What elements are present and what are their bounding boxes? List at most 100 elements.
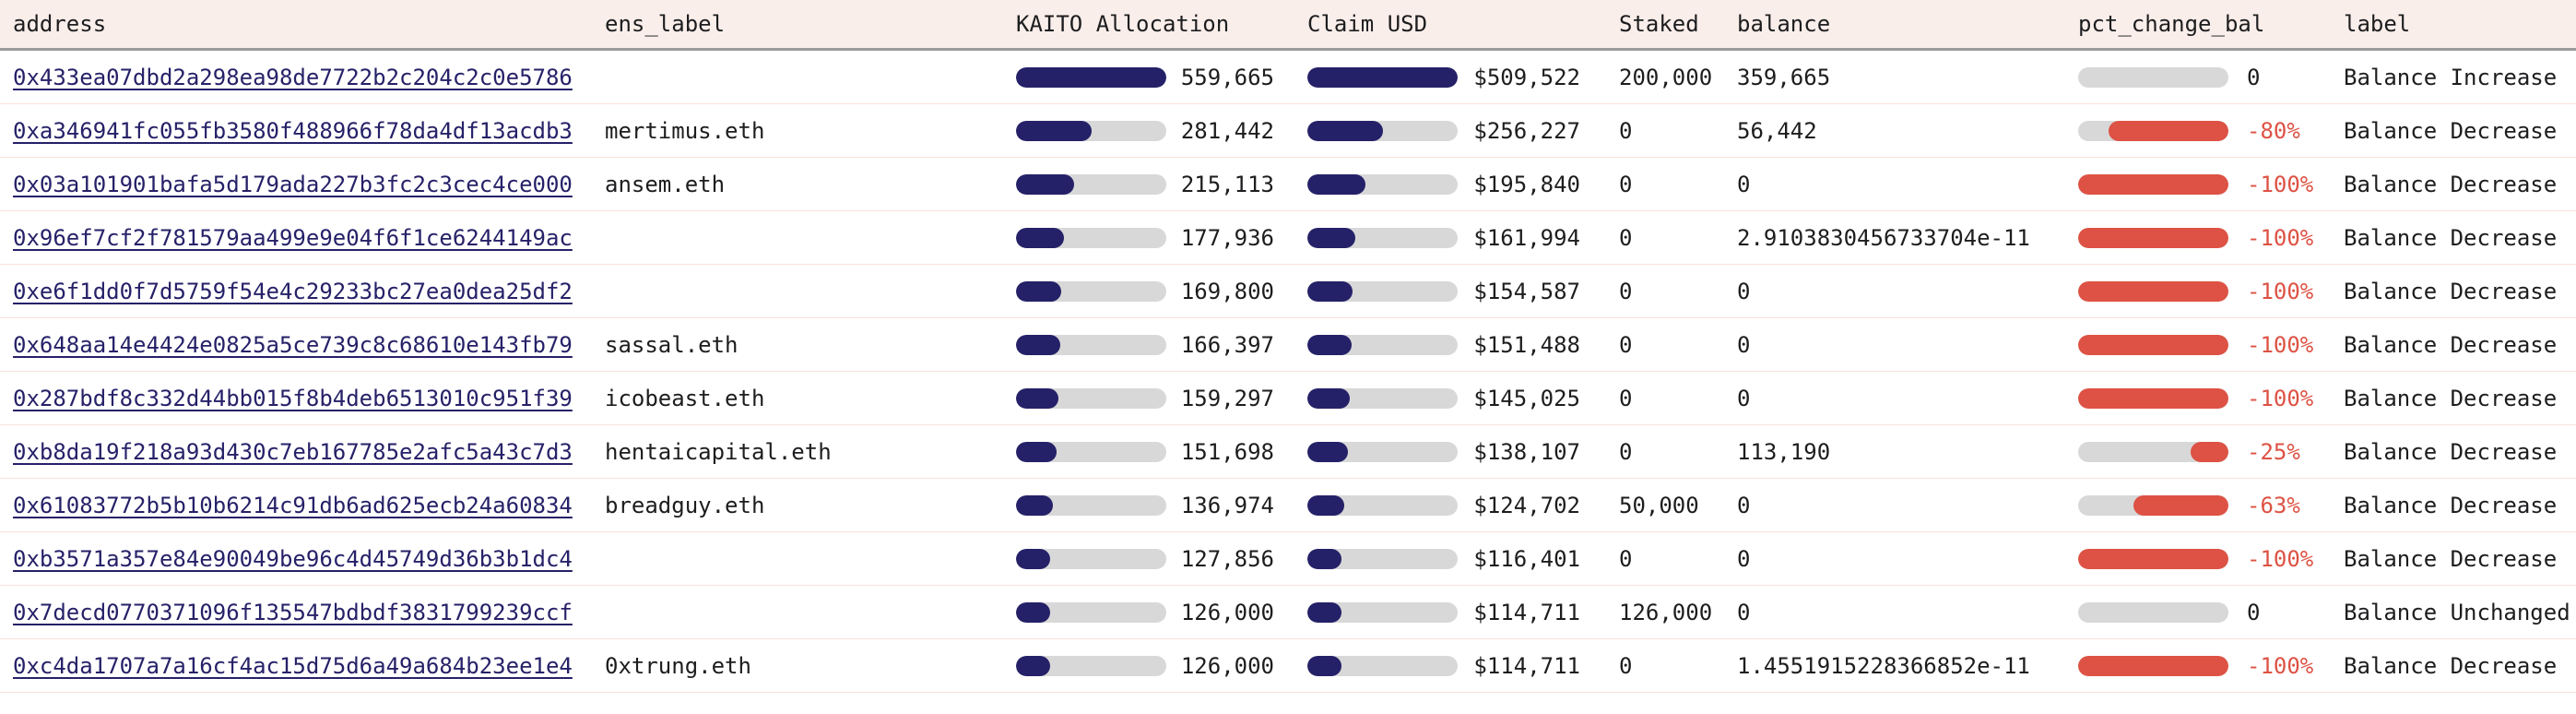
pct-change-value: -100% [2247,652,2314,679]
claim-usd-bar-fill [1307,601,1341,623]
claim-usd-cell: $116,401 [1294,532,1606,585]
address-link[interactable]: 0x287bdf8c332d44bb015f8b4deb6513010c951f… [13,385,573,411]
claim-usd-bar-track [1307,227,1458,248]
pct-change-value: 0 [2247,599,2261,625]
table-row: 0xb3571a357e84e90049be96c4d45749d36b3b1d… [0,532,2576,586]
label-text: Balance Increase [2344,64,2558,90]
label-text: Balance Decrease [2344,438,2558,465]
pct-change-value: -100% [2247,278,2314,304]
pct-change-bar-track [2078,548,2228,569]
pct-change-bal-cell: -100% [2065,532,2331,585]
staked-value: 126,000 [1619,599,1713,625]
ens-label-cell: 0xtrung.eth [592,639,1003,692]
address-cell: 0x96ef7cf2f781579aa499e9e04f6f1ce6244149… [0,211,592,264]
pct-change-bar-track [2078,227,2228,248]
ens-label-cell [592,211,1003,264]
kaito-allocation-bar-fill [1016,173,1074,195]
balance-value: 0 [1737,278,1751,304]
kaito-allocation-cell: 215,113 [1003,158,1294,210]
claim-usd-cell: $509,522 [1294,51,1606,103]
pct-change-bar-track [2078,173,2228,195]
label-text: Balance Decrease [2344,545,2558,572]
label-text: Balance Decrease [2344,331,2558,358]
ens-label-text: 0xtrung.eth [605,652,751,679]
kaito-allocation-bar-fill [1016,334,1061,355]
ens-label-text: breadguy.eth [605,492,765,518]
claim-usd-bar-track [1307,548,1458,569]
kaito-allocation-value: 169,800 [1180,278,1274,304]
address-link[interactable]: 0xe6f1dd0f7d5759f54e4c29233bc27ea0dea25d… [13,278,573,304]
table-row: 0xc4da1707a7a16cf4ac15d75d6a49a684b23ee1… [0,639,2576,693]
kaito-allocation-value: 159,297 [1180,385,1274,411]
balance-cell: 0 [1724,158,2065,210]
table-row: 0x61083772b5b10b6214c91db6ad625ecb24a608… [0,479,2576,532]
claim-usd-bar-track [1307,173,1458,195]
staked-value: 0 [1619,331,1633,358]
ens-label-cell: mertimus.eth [592,104,1003,157]
address-link[interactable]: 0x433ea07dbd2a298ea98de7722b2c204c2c0e57… [13,64,573,90]
kaito-allocation-cell: 136,974 [1003,479,1294,531]
label-text: Balance Unchanged [2344,599,2570,625]
kaito-allocation-bar-track [1016,655,1166,676]
kaito-allocation-bar-track [1016,441,1166,462]
ens-label-text: sassal.eth [605,331,739,358]
address-cell: 0xa346941fc055fb3580f488966f78da4df13acd… [0,104,592,157]
pct-change-bal-cell: -100% [2065,639,2331,692]
kaito-allocation-bar-track [1016,120,1166,141]
claim-usd-bar-track [1307,66,1458,88]
balance-cell: 0 [1724,479,2065,531]
balance-value: 0 [1737,599,1751,625]
address-link[interactable]: 0x648aa14e4424e0825a5ce739c8c68610e143fb… [13,331,573,358]
address-link[interactable]: 0xb8da19f218a93d430c7eb167785e2afc5a43c7… [13,438,573,465]
ens-label-cell: icobeast.eth [592,372,1003,424]
address-link[interactable]: 0x96ef7cf2f781579aa499e9e04f6f1ce6244149… [13,224,573,251]
ens-label-text: icobeast.eth [605,385,765,411]
kaito-allocation-bar-track [1016,601,1166,623]
claim-usd-bar-track [1307,441,1458,462]
kaito-allocation-bar-track [1016,548,1166,569]
claim-usd-cell: $114,711 [1294,639,1606,692]
ens-label-cell [592,51,1003,103]
address-link[interactable]: 0xa346941fc055fb3580f488966f78da4df13acd… [13,117,573,144]
address-link[interactable]: 0x03a101901bafa5d179ada227b3fc2c3cec4ce0… [13,171,573,197]
address-link[interactable]: 0xb3571a357e84e90049be96c4d45749d36b3b1d… [13,545,573,572]
label-cell: Balance Decrease [2331,158,2576,210]
kaito-allocation-cell: 151,698 [1003,425,1294,478]
table-header-row: address ens_label KAITO Allocation Claim… [0,0,2576,51]
claim-usd-cell: $138,107 [1294,425,1606,478]
staked-value: 0 [1619,545,1633,572]
kaito-allocation-cell: 127,856 [1003,532,1294,585]
balance-cell: 0 [1724,532,2065,585]
kaito-allocation-value: 281,442 [1180,117,1274,144]
pct-change-bal-cell: -25% [2065,425,2331,478]
pct-change-value: -80% [2247,117,2300,144]
claim-usd-value: $114,711 [1473,652,1580,679]
kaito-allocation-value: 127,856 [1180,545,1274,572]
claim-usd-bar-track [1307,494,1458,516]
claim-usd-cell: $154,587 [1294,265,1606,317]
balance-value: 0 [1737,492,1751,518]
claim-usd-bar-fill [1307,120,1383,141]
address-link[interactable]: 0x61083772b5b10b6214c91db6ad625ecb24a608… [13,492,573,518]
address-link[interactable]: 0x7decd0770371096f135547bdbdf3831799239c… [13,599,573,625]
label-cell: Balance Decrease [2331,532,2576,585]
address-link[interactable]: 0xc4da1707a7a16cf4ac15d75d6a49a684b23ee1… [13,652,573,679]
staked-cell: 0 [1606,372,1724,424]
claim-usd-bar-fill [1307,548,1342,569]
staked-value: 0 [1619,652,1633,679]
balance-cell: 359,665 [1724,51,2065,103]
pct-change-bar-fill [2078,227,2228,248]
claim-usd-value: $161,994 [1473,224,1580,251]
staked-cell: 0 [1606,639,1724,692]
pct-change-bal-cell: 0 [2065,51,2331,103]
kaito-allocation-bar-track [1016,66,1166,88]
claim-usd-bar-fill [1307,655,1341,676]
claim-usd-cell: $145,025 [1294,372,1606,424]
kaito-allocation-cell: 169,800 [1003,265,1294,317]
label-cell: Balance Decrease [2331,372,2576,424]
label-text: Balance Decrease [2344,224,2558,251]
pct-change-value: -100% [2247,331,2314,358]
staked-value: 200,000 [1619,64,1713,90]
kaito-allocation-bar-fill [1016,120,1092,141]
claim-usd-value: $124,702 [1473,492,1580,518]
